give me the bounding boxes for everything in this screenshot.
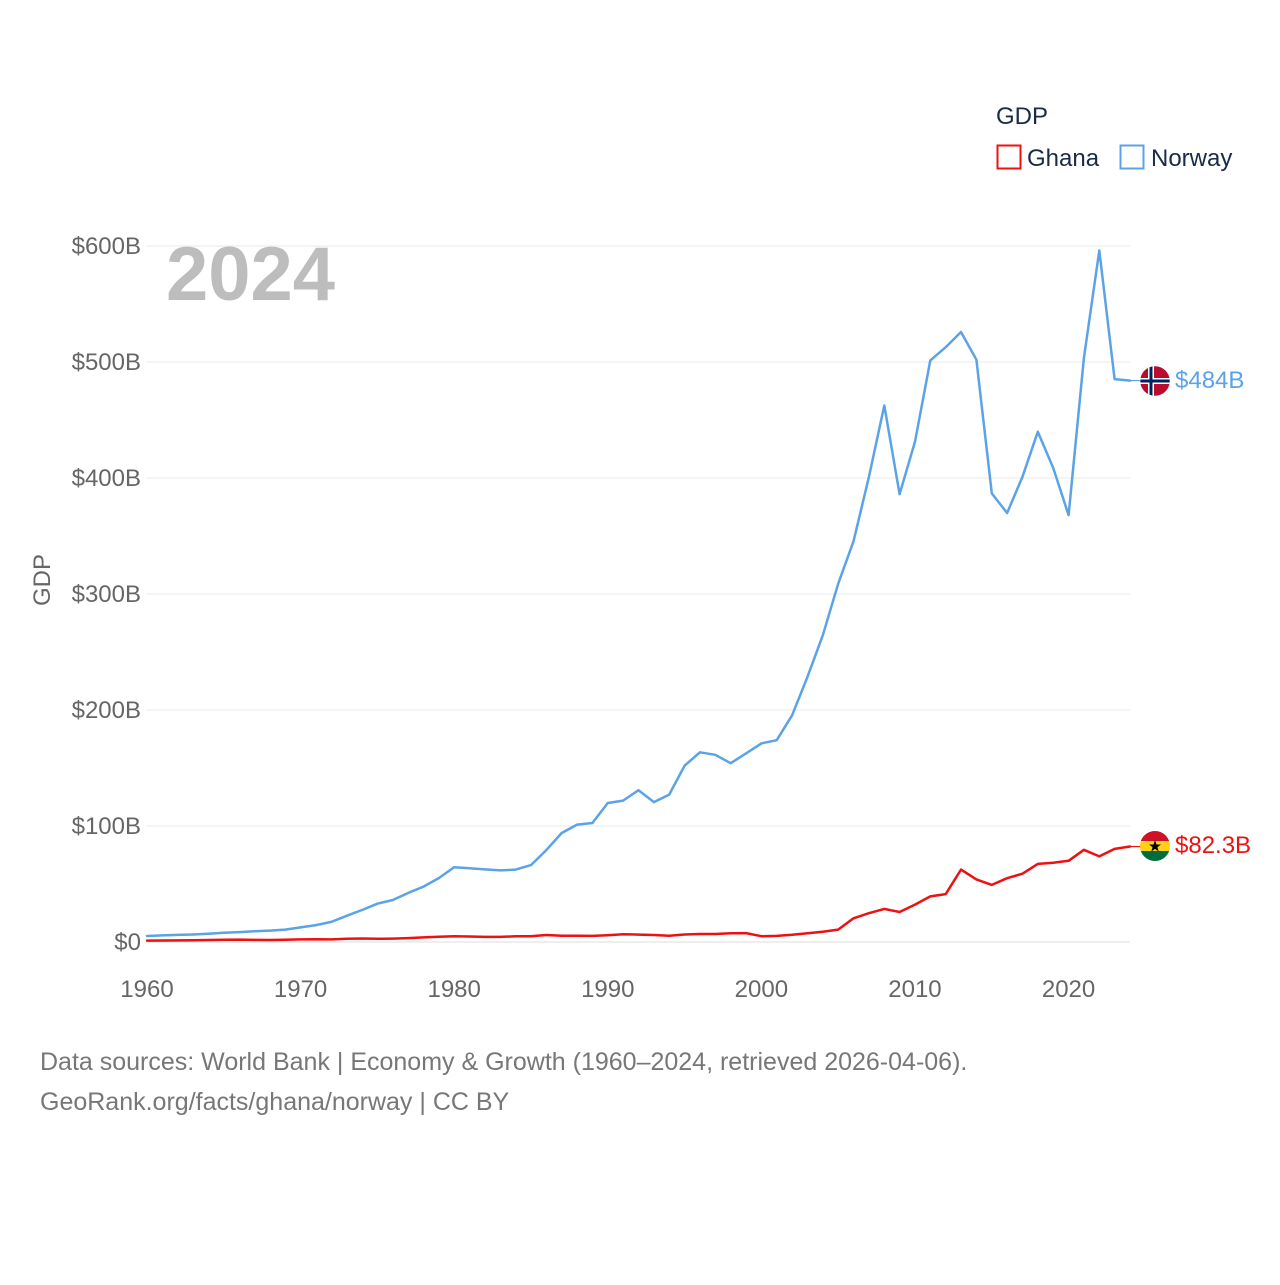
ghana-series-line (145, 845, 1132, 942)
y-tick-label: $100B (72, 813, 141, 840)
y-tick-label: $0 (114, 929, 141, 956)
norway-end-value-label: $484B (1175, 367, 1244, 394)
legend-label-ghana: Ghana (1027, 145, 1100, 172)
legend-title: GDP (996, 103, 1048, 130)
gridlines (147, 245, 1130, 943)
ghana-flag (1140, 831, 1170, 861)
y-tick-label: $300B (72, 581, 141, 608)
y-tick-label: $500B (72, 349, 141, 376)
y-tick-label: $600B (72, 233, 141, 260)
legend-swatch-norway (1119, 144, 1145, 170)
year-watermark: 2024 (166, 232, 335, 317)
x-tick-label: 2000 (735, 976, 788, 1003)
x-tick-label: 1970 (274, 976, 327, 1003)
x-tick-label: 1990 (581, 976, 634, 1003)
x-axis-ticks: 1960 1970 1980 1990 2000 2010 2020 (120, 976, 1095, 1003)
footer: Data sources: World Bank | Economy & Gro… (40, 1042, 967, 1122)
x-tick-label: 2020 (1042, 976, 1095, 1003)
legend-label-norway: Norway (1151, 145, 1232, 172)
y-tick-label: $400B (72, 465, 141, 492)
ghana-end-value-label: $82.3B (1175, 832, 1251, 859)
footer-data-sources: Data sources: World Bank | Economy & Gro… (40, 1048, 968, 1076)
legend: GDP Ghana Norway (996, 103, 1232, 172)
footer-attribution: GeoRank.org/facts/ghana/norway | CC BY (40, 1088, 510, 1116)
y-axis-label: GDP (29, 554, 56, 606)
x-tick-label: 1980 (427, 976, 480, 1003)
norway-flag (1140, 366, 1170, 396)
norway-series-line (145, 249, 1132, 938)
x-tick-label: 2010 (888, 976, 941, 1003)
legend-swatch-ghana (996, 144, 1022, 170)
y-tick-label: $200B (72, 697, 141, 724)
y-axis-ticks: $0 $100B $200B $300B $400B $500B $600B (72, 233, 141, 956)
series-lines (145, 249, 1140, 942)
x-tick-label: 1960 (120, 976, 173, 1003)
